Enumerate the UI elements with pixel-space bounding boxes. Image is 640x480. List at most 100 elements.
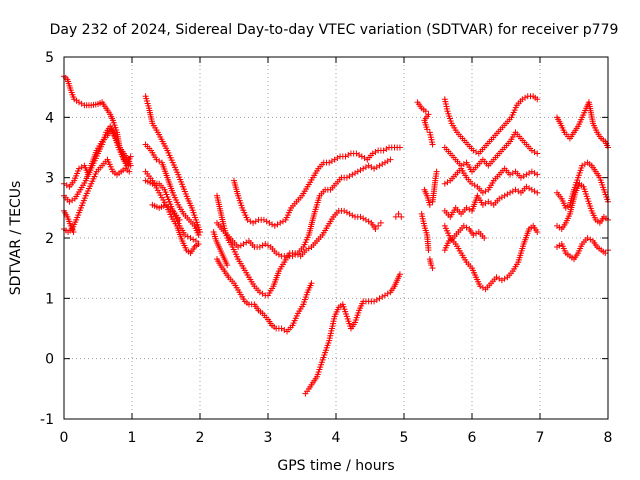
data-point-arc-u bbox=[429, 265, 436, 272]
x-tick-label: 3 bbox=[264, 430, 273, 446]
x-tick-label: 7 bbox=[536, 430, 545, 446]
data-point-arc-v bbox=[522, 94, 529, 101]
data-point-arc-u bbox=[428, 262, 435, 269]
data-point-arc-x bbox=[531, 170, 538, 177]
data-point-arc-y bbox=[534, 228, 541, 235]
x-tick-label: 8 bbox=[604, 430, 613, 446]
data-point-arc-l bbox=[343, 174, 350, 181]
data-point-arc-j bbox=[176, 216, 183, 223]
data-point-arc-k bbox=[346, 210, 353, 217]
data-point-arc-l bbox=[384, 158, 391, 165]
data-point-arc-m bbox=[274, 221, 281, 228]
data-point-arc-m bbox=[380, 147, 387, 154]
data-point-arc-g bbox=[195, 231, 202, 238]
data-point-arc-b bbox=[78, 164, 85, 171]
data-point-arc-m bbox=[279, 218, 286, 225]
data-point-arc-aa bbox=[473, 230, 480, 237]
data-point-arc-k bbox=[362, 216, 369, 223]
data-point-arc-m bbox=[269, 221, 276, 228]
data-point-arc-l bbox=[362, 164, 369, 171]
data-point-arc-z bbox=[534, 189, 541, 196]
data-point-arc-m bbox=[252, 218, 259, 225]
data-point-arc-x bbox=[441, 180, 448, 187]
data-point-arc-y bbox=[501, 275, 508, 282]
y-tick-label: 4 bbox=[45, 110, 54, 126]
data-point-arc-k bbox=[372, 225, 379, 232]
data-point-arc-h bbox=[184, 233, 191, 240]
data-point-arc-t bbox=[425, 247, 432, 254]
data-point-arc-w bbox=[534, 150, 541, 157]
data-point-arc-x bbox=[528, 168, 535, 175]
data-point-arc-z bbox=[507, 189, 514, 196]
data-point-arc-x bbox=[509, 170, 516, 177]
data-point-arc-m bbox=[353, 150, 360, 157]
data-point-arc-x bbox=[482, 188, 489, 195]
data-point-arc-w bbox=[460, 161, 467, 168]
data-point-arc-m bbox=[356, 152, 363, 159]
data-point-arc-p bbox=[396, 271, 403, 278]
data-point-arc-l bbox=[289, 253, 296, 260]
data-point-arc-x bbox=[526, 170, 533, 177]
chart-title: Day 232 of 2024, Sidereal Day-to-day VTE… bbox=[50, 22, 619, 38]
data-point-arc-m bbox=[334, 155, 341, 162]
data-point-arc-i bbox=[194, 241, 201, 248]
data-point-arc-v bbox=[534, 96, 541, 103]
data-point-arc-l bbox=[256, 244, 263, 251]
data-point-arc-x bbox=[523, 171, 530, 178]
data-point-arc-l bbox=[379, 161, 386, 168]
data-point-arc-m bbox=[345, 152, 352, 159]
data-point-arc-m bbox=[326, 159, 333, 166]
data-point-arc-l bbox=[354, 168, 361, 175]
data-point-arc-z bbox=[482, 200, 489, 207]
data-point-arc-m bbox=[396, 144, 403, 151]
data-point-arc-y bbox=[496, 275, 503, 282]
data-point-arc-m bbox=[247, 218, 254, 225]
data-point-arc-x bbox=[471, 182, 478, 189]
data-point-arc-m bbox=[361, 155, 368, 162]
data-point-arc-z bbox=[501, 192, 508, 199]
data-point-arc-x bbox=[444, 179, 451, 186]
data-point-arc-k bbox=[349, 212, 356, 219]
data-point-arc-x bbox=[520, 173, 527, 180]
data-point-arc-m bbox=[271, 222, 278, 229]
data-point-arc-p bbox=[384, 290, 391, 297]
x-tick-label: 2 bbox=[196, 430, 205, 446]
data-point-arc-p bbox=[373, 296, 380, 303]
data-point-arc-z bbox=[488, 200, 495, 207]
data-point-arc-r bbox=[424, 126, 431, 133]
data-point-arc-l bbox=[360, 165, 367, 172]
data-point-arc-a bbox=[78, 100, 85, 107]
data-point-arc-d bbox=[127, 162, 134, 169]
data-point-arc-z bbox=[526, 185, 533, 192]
data-point-arc-z bbox=[515, 188, 522, 195]
data-point-arc-l bbox=[371, 165, 378, 172]
data-point-arc-k bbox=[341, 207, 348, 214]
data-point-arc-h bbox=[187, 235, 194, 241]
data-point-arc-k bbox=[365, 218, 372, 225]
data-points bbox=[61, 73, 611, 397]
y-tick-label: 1 bbox=[45, 291, 54, 307]
data-point-arc-q bbox=[395, 210, 402, 217]
data-point-arc-n bbox=[308, 280, 315, 287]
data-point-arc-s bbox=[433, 168, 440, 175]
data-point-arc-d bbox=[69, 197, 76, 204]
data-point-arc-m bbox=[358, 153, 365, 160]
data-point-arc-m bbox=[372, 149, 379, 156]
data-point-arc-z bbox=[512, 186, 519, 193]
data-point-arc-aa bbox=[481, 235, 488, 241]
data-point-arc-e bbox=[70, 228, 77, 235]
data-point-arc-z bbox=[531, 188, 538, 195]
data-point-arc-r bbox=[422, 108, 429, 115]
data-point-arc-aa bbox=[463, 224, 470, 231]
y-tick-label: -1 bbox=[40, 412, 54, 428]
axis-ticks: 0 1 2 3 4 5 6 7 8 -1 0 1 2 3 4 5 bbox=[40, 50, 612, 446]
y-tick-label: 0 bbox=[45, 352, 54, 368]
data-point-arc-k bbox=[357, 213, 364, 220]
x-tick-label: 6 bbox=[468, 430, 477, 446]
plot-frame bbox=[63, 56, 609, 420]
data-point-arc-p bbox=[371, 298, 378, 305]
data-point-arc-m bbox=[260, 216, 267, 223]
data-point-arc-n bbox=[278, 325, 285, 332]
data-point-arc-l bbox=[352, 170, 359, 177]
